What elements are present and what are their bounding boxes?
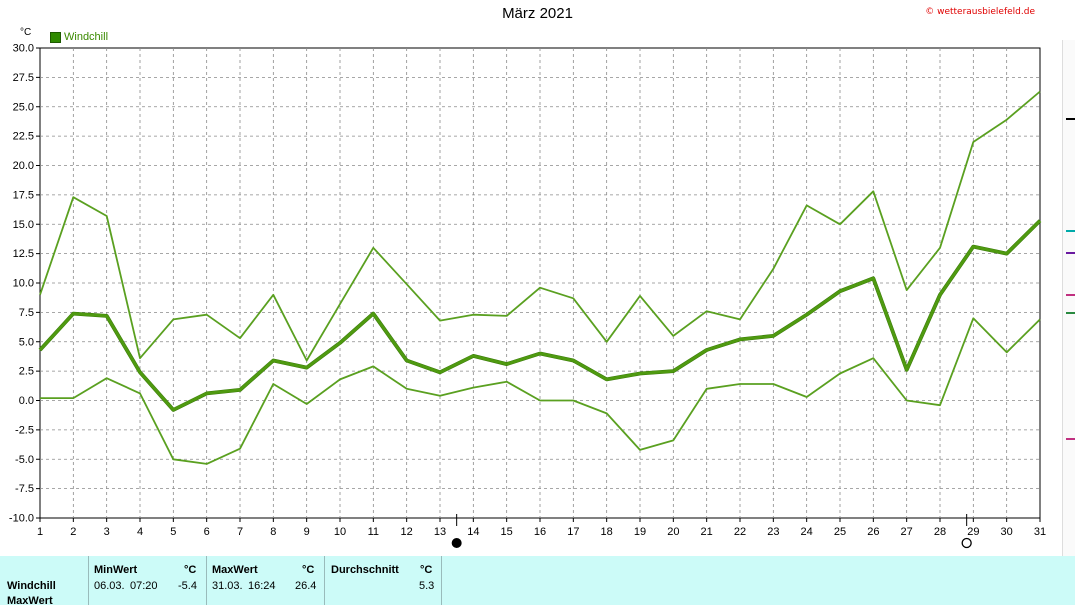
x-tick-label: 16 [534,526,546,538]
side-strip [1062,40,1075,556]
x-tick-label: 17 [567,526,579,538]
strip-mark [1066,230,1075,232]
x-tick-label: 22 [734,526,746,538]
x-tick-label: 5 [170,526,176,538]
y-tick-label: 17.5 [13,189,34,201]
legend: Windchill [50,31,108,43]
row-label-windchill: Windchill [7,580,56,592]
x-tick-label: 15 [501,526,513,538]
min-value: -5.4 [178,580,197,592]
row-label-maxwert: MaxWert [7,595,53,605]
stats-table: MinWert °C MaxWert °C Durchschnitt °C Wi… [0,556,1075,605]
x-tick-label: 7 [237,526,243,538]
y-tick-label: 7.5 [19,307,34,319]
y-tick-label: 27.5 [13,72,34,84]
y-tick-label: -2.5 [15,424,34,436]
x-tick-label: 6 [204,526,210,538]
min-time: 07:20 [130,580,158,592]
x-tick-label: 21 [701,526,713,538]
header-avg: Durchschnitt [331,564,399,576]
x-tick-label: 12 [401,526,413,538]
y-tick-label: 15.0 [13,219,34,231]
x-tick-label: 2 [70,526,76,538]
max-value: 26.4 [295,580,317,592]
y-tick-label: 22.5 [13,131,34,143]
chart-title: März 2021 [502,5,573,22]
x-tick-label: 14 [467,526,479,538]
min-date: 06.03. [94,580,125,592]
y-tick-label: -10.0 [9,513,34,525]
x-tick-label: 26 [867,526,879,538]
y-tick-label: 12.5 [13,248,34,260]
legend-swatch [50,31,61,43]
chart: 30.027.525.022.520.017.515.012.510.07.55… [9,43,1046,549]
max-time: 16:24 [248,580,276,592]
x-tick-label: 19 [634,526,646,538]
full-moon-icon [451,538,462,548]
x-tick-label: 28 [934,526,946,538]
x-tick-label: 1 [37,526,43,538]
y-tick-label: 0.0 [19,395,34,407]
strip-mark [1066,312,1075,314]
x-tick-label: 13 [434,526,446,538]
y-tick-label: -7.5 [15,483,34,495]
header-min: MinWert [94,564,138,576]
y-tick-label: -5.0 [15,454,34,466]
x-tick-label: 31 [1034,526,1046,538]
y-tick-label: 25.0 [13,101,34,113]
avg-value: 5.3 [419,580,435,592]
y-tick-label: 10.0 [13,278,34,290]
x-tick-label: 8 [270,526,276,538]
x-tick-label: 18 [601,526,613,538]
y-tick-label: 5.0 [19,336,34,348]
new-moon-icon [961,537,972,549]
x-tick-label: 25 [834,526,846,538]
series-line-1 [39,90,1041,362]
max-date: 31.03. [212,580,243,592]
y-axis-unit: °C [20,27,32,38]
x-tick-label: 29 [967,526,979,538]
header-unit-min: °C [184,564,197,576]
legend-label: Windchill [64,31,109,43]
series-line-2 [40,317,1041,465]
y-tick-label: 30.0 [13,43,34,55]
x-tick-label: 20 [667,526,679,538]
x-tick-label: 24 [801,526,813,538]
strip-mark [1066,252,1075,254]
x-tick-label: 3 [104,526,110,538]
x-tick-label: 23 [767,526,779,538]
series-line-0 [38,219,1042,412]
header-max: MaxWert [212,564,258,576]
header-unit-avg: °C [420,564,433,576]
y-tick-label: 2.5 [19,366,34,378]
copyright-link[interactable]: © wetterausbielefeld.de [925,7,1035,17]
x-tick-label: 9 [304,526,310,538]
x-tick-label: 4 [137,526,143,538]
x-tick-label: 30 [1001,526,1013,538]
y-tick-label: 20.0 [13,160,34,172]
strip-mark [1066,438,1075,440]
header-unit-max: °C [302,564,315,576]
x-tick-label: 27 [901,526,913,538]
strip-mark [1066,118,1075,120]
strip-mark [1066,294,1075,296]
x-tick-label: 11 [368,526,379,538]
x-tick-label: 10 [334,526,346,538]
